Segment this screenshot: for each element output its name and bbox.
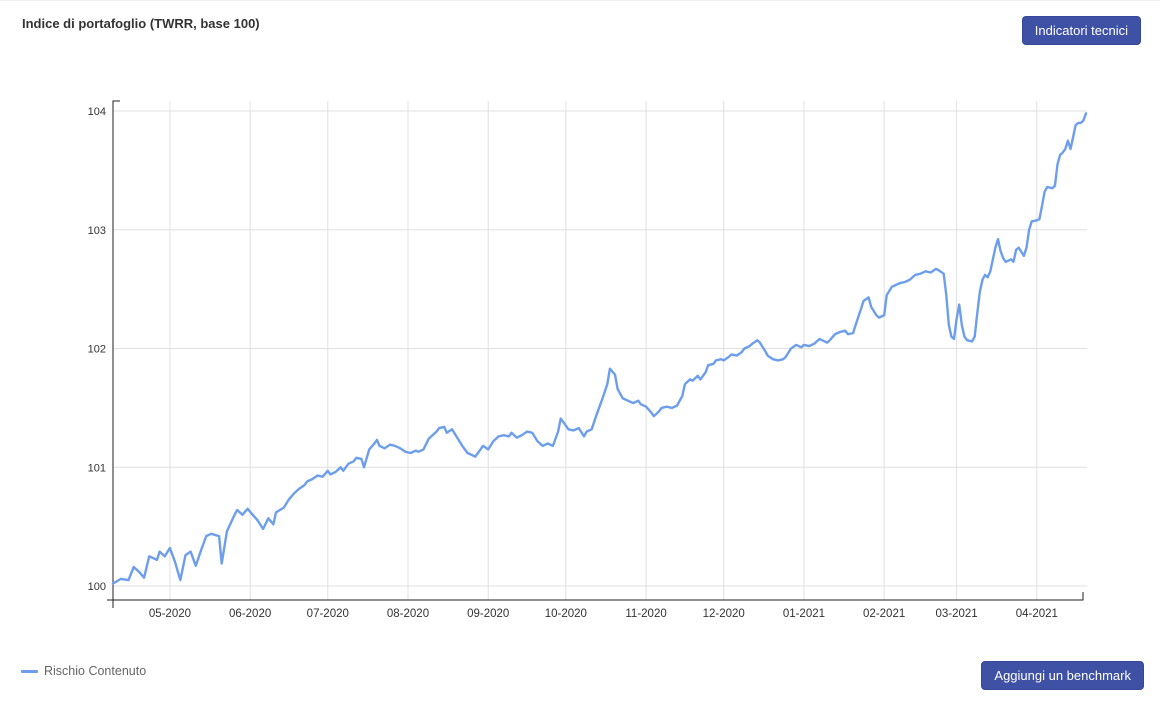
x-axis-tick-label: 05-2020 (149, 608, 191, 620)
x-axis-tick-label: 11-2020 (625, 608, 666, 620)
y-axis-tick-label: 101 (88, 462, 106, 474)
x-axis-tick-label: 02-2021 (863, 608, 905, 620)
x-axis-tick-label: 09-2020 (467, 608, 509, 620)
series-line-rischio-contenuto[interactable] (111, 112, 1088, 585)
legend-series-label: Rischio Contenuto (44, 664, 147, 678)
x-axis-tick-label: 08-2020 (387, 608, 429, 620)
x-axis-tick-label: 03-2021 (936, 608, 978, 620)
x-axis-tick-label: 07-2020 (307, 608, 349, 620)
add-benchmark-button[interactable]: Aggiungi un benchmark (981, 661, 1144, 690)
x-axis-tick-label: 01-2021 (783, 608, 825, 620)
x-axis-tick-label: 12-2020 (703, 608, 745, 620)
page-title: Indice di portafoglio (TWRR, base 100) (22, 16, 260, 31)
y-axis-tick-label: 104 (88, 106, 106, 118)
technical-indicators-button[interactable]: Indicatori tecnici (1021, 16, 1141, 45)
x-axis-tick-label: 04-2021 (1016, 608, 1058, 620)
y-axis-tick-label: 100 (88, 581, 106, 593)
x-axis-tick-label: 06-2020 (229, 608, 271, 620)
y-axis-tick-label: 103 (88, 225, 106, 237)
chart-legend: Rischio Contenuto (21, 664, 146, 678)
x-axis-tick-label: 10-2020 (545, 608, 587, 620)
legend-line-swatch (21, 669, 38, 673)
chart-axes (107, 100, 1084, 608)
y-axis-tick-label: 102 (88, 344, 106, 356)
